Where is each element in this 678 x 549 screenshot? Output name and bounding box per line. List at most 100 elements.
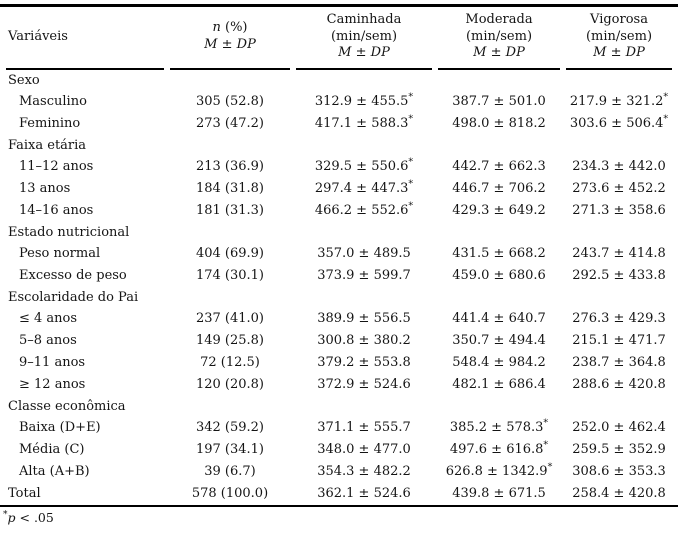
moderada-cell: 431.5 ± 668.2 (452, 246, 546, 261)
vigorosa-cell: 217.9 ± 321.2* (569, 91, 669, 109)
caminhada-cell: 466.2 ± 552.6* (314, 200, 414, 218)
significance-asterisk: * (408, 91, 414, 103)
significance-asterisk: * (3, 509, 8, 520)
row-label: 5–8 anos (19, 333, 77, 348)
vigorosa-cell: 273.6 ± 452.2 (572, 181, 666, 196)
vigorosa-cell: 259.5 ± 352.9 (572, 442, 666, 457)
moderada-cell: 350.7 ± 494.4 (452, 333, 546, 348)
section-row: Estado nutricional (6, 222, 672, 243)
row-label: Feminino (19, 116, 81, 131)
table-row: Feminino 273 (47.2) 417.1 ± 588.3* 498.0 ± … (6, 113, 672, 135)
column-header-line: Variáveis (8, 28, 68, 44)
caminhada-cell: 297.4 ± 447.3* (314, 178, 414, 196)
row-label: Média (C) (19, 442, 85, 457)
significance-asterisk: * (543, 417, 549, 429)
n-percent-cell: 120 (20.8) (195, 377, 265, 392)
moderada-cell: 442.7 ± 662.3 (452, 159, 546, 174)
section-row: Faixa etária (6, 135, 672, 156)
caminhada-cell: 329.5 ± 550.6* (314, 156, 414, 174)
moderada-cell: 626.8 ± 1342.9* (445, 461, 553, 479)
table-footnote: *p < .05 (0, 510, 678, 526)
n-percent-cell: 174 (30.1) (195, 268, 265, 283)
row-label: Peso normal (19, 246, 101, 261)
table-row: Alta (A+B) 39 (6.7) 354.3 ± 482.2 626.8 ± 1… (6, 461, 672, 483)
vigorosa-cell: 271.3 ± 358.6 (572, 203, 666, 218)
n-percent-cell: 181 (31.3) (195, 203, 265, 218)
caminhada-cell: 357.0 ± 489.5 (317, 246, 411, 261)
n-percent-cell: 404 (69.9) (195, 246, 265, 261)
column-header: Variáveis (6, 7, 164, 70)
table-header-row: Variáveis n (%) M ± DP Caminhada (min/sem) M … (6, 7, 672, 70)
table-row: Total 578 (100.0) 362.1 ± 524.6 439.8 ± 671… (6, 483, 672, 505)
n-percent-cell: 342 (59.2) (195, 420, 265, 435)
row-label: Alta (A+B) (19, 464, 90, 479)
n-percent-cell: 39 (6.7) (204, 464, 256, 479)
n-percent-cell: 149 (25.8) (195, 333, 265, 348)
significance-asterisk: * (408, 156, 414, 168)
column-header: Caminhada (min/sem) M ± DP (296, 7, 432, 70)
moderada-cell: 387.7 ± 501.0 (452, 94, 546, 109)
vigorosa-cell: 288.6 ± 420.8 (572, 377, 666, 392)
n-percent-cell: 273 (47.2) (195, 116, 265, 131)
n-percent-cell: 237 (41.0) (195, 311, 265, 326)
column-header-line: M ± DP (338, 45, 390, 60)
section-label: Escolaridade do Pai (8, 289, 139, 305)
moderada-cell: 498.0 ± 818.2 (452, 116, 546, 131)
vigorosa-cell: 258.4 ± 420.8 (572, 486, 666, 501)
vigorosa-cell: 238.7 ± 364.8 (572, 355, 666, 370)
vigorosa-cell: 243.7 ± 414.8 (572, 246, 666, 261)
table-row: 5–8 anos 149 (25.8) 300.8 ± 380.2 350.7 ± 4… (6, 330, 672, 352)
column-header-line: n (%) (212, 20, 248, 36)
significance-asterisk: * (408, 178, 414, 190)
section-label: Classe econômica (8, 398, 126, 414)
moderada-cell: 482.1 ± 686.4 (452, 377, 546, 392)
significance-asterisk: * (543, 439, 549, 451)
moderada-cell: 497.6 ± 616.8* (449, 439, 549, 457)
moderada-cell: 446.7 ± 706.2 (452, 181, 546, 196)
moderada-cell: 439.8 ± 671.5 (452, 486, 546, 501)
row-label: Total (8, 486, 41, 501)
caminhada-cell: 300.8 ± 380.2 (317, 333, 411, 348)
section-row: Classe econômica (6, 396, 672, 417)
column-header-line: M ± DP (473, 45, 525, 60)
table-row: 11–12 anos 213 (36.9) 329.5 ± 550.6* 442.7 … (6, 156, 672, 178)
table-row: 9–11 anos 72 (12.5) 379.2 ± 553.8 548.4 ± 9… (6, 352, 672, 374)
row-label: Baixa (D+E) (19, 420, 101, 435)
footnote-p-variable: p (7, 509, 16, 525)
activity-statistics-table: Variáveis n (%) M ± DP Caminhada (min/sem) M … (0, 4, 678, 507)
vigorosa-cell: 276.3 ± 429.3 (572, 311, 666, 326)
caminhada-cell: 417.1 ± 588.3* (314, 113, 414, 131)
section-row: Sexo (6, 70, 672, 91)
vigorosa-cell: 303.6 ± 506.4* (569, 113, 669, 131)
caminhada-cell: 371.1 ± 555.7 (317, 420, 411, 435)
caminhada-cell: 312.9 ± 455.5* (314, 91, 414, 109)
table-row: ≤ 4 anos 237 (41.0) 389.9 ± 556.5 441.4 ± 6… (6, 308, 672, 330)
table-row: Média (C) 197 (34.1) 348.0 ± 477.0 497.6 ± … (6, 439, 672, 461)
n-percent-cell: 184 (31.8) (195, 181, 265, 196)
n-percent-cell: 213 (36.9) (195, 159, 265, 174)
caminhada-cell: 373.9 ± 599.7 (317, 268, 411, 283)
section-label: Estado nutricional (8, 224, 130, 240)
column-header-line: M ± DP (593, 45, 645, 60)
moderada-cell: 385.2 ± 578.3* (449, 417, 549, 435)
column-header: Moderada (min/sem) M ± DP (438, 7, 560, 70)
table-row: Masculino 305 (52.8) 312.9 ± 455.5* 387.7 ±… (6, 91, 672, 113)
significance-asterisk: * (547, 461, 553, 473)
section-row: Escolaridade do Pai (6, 287, 672, 308)
n-percent-cell: 197 (34.1) (195, 442, 265, 457)
row-label: 13 anos (19, 181, 71, 196)
row-label: Masculino (19, 94, 87, 109)
significance-asterisk: * (408, 200, 414, 212)
table-header: Variáveis n (%) M ± DP Caminhada (min/sem) M … (6, 7, 672, 70)
row-label: ≥ 12 anos (19, 377, 86, 392)
vigorosa-cell: 215.1 ± 471.7 (572, 333, 666, 348)
column-header-line: Vigorosa (590, 12, 648, 27)
row-label: 9–11 anos (19, 355, 86, 370)
n-percent-cell: 72 (12.5) (200, 355, 260, 370)
section-label: Sexo (8, 72, 40, 88)
n-percent-cell: 305 (52.8) (195, 94, 265, 109)
column-header: n (%) M ± DP (170, 7, 290, 70)
moderada-cell: 441.4 ± 640.7 (452, 311, 546, 326)
column-header-line: M ± DP (204, 36, 256, 52)
significance-asterisk: * (663, 91, 669, 103)
